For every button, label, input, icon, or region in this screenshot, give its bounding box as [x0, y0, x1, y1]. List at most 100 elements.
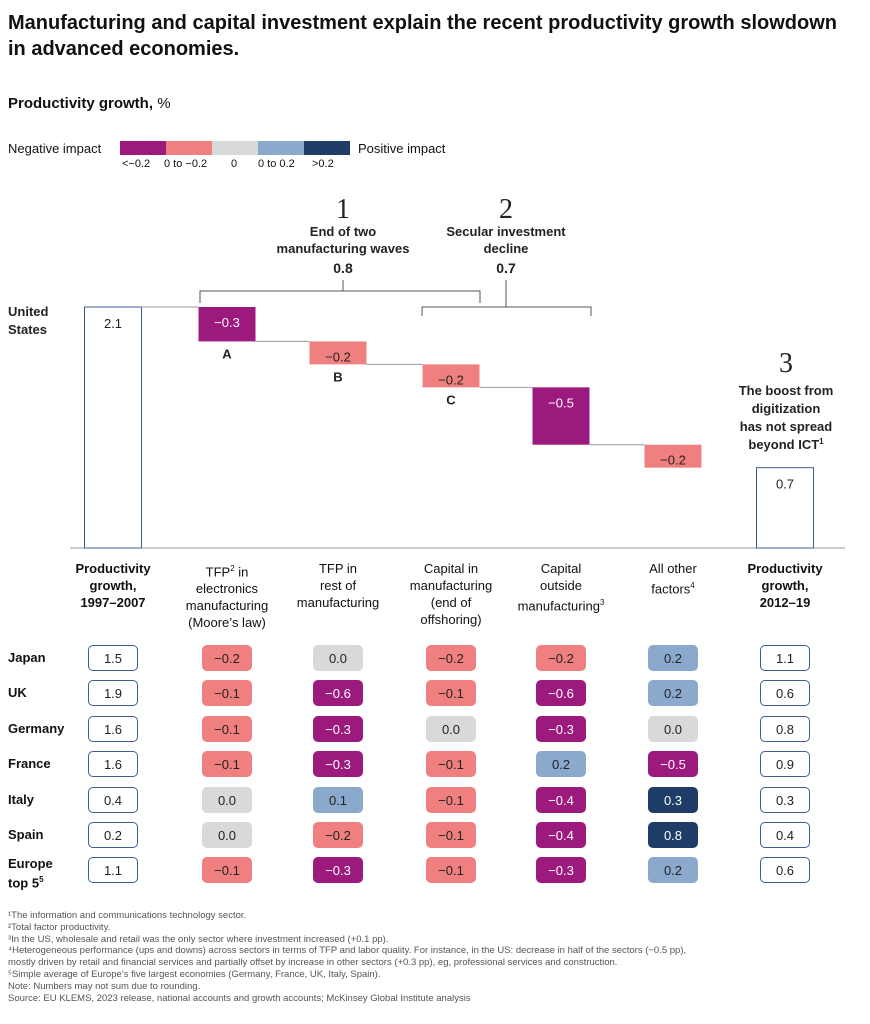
table-cell: 0.2: [648, 857, 698, 883]
column-header: Productivity growth, 1997–2007: [75, 561, 151, 610]
annotation-3-text: has not spread: [740, 419, 833, 434]
bar-value-label: 0.7: [776, 477, 794, 492]
table-cell: 0.3: [648, 787, 698, 813]
bar-value-label: −0.3: [214, 315, 240, 330]
table-cell: 0.1: [313, 787, 363, 813]
footnote: ¹The information and communications tech…: [8, 910, 247, 921]
table-cell: −0.3: [313, 857, 363, 883]
subtitle-label: Productivity growth,: [8, 95, 154, 112]
annotation-3-text: The boost from: [739, 383, 834, 398]
column-header: Capital outside manufacturing3: [517, 561, 605, 614]
table-cell: −0.1: [426, 787, 476, 813]
row-label-united-states: United: [8, 304, 49, 319]
bar-value-label: −0.2: [325, 349, 351, 364]
legend-swatch-label: >0.2: [312, 158, 334, 170]
bar-tag-label: B: [333, 369, 342, 384]
table-row-label: Germany: [8, 721, 65, 736]
bar-value-label: −0.5: [548, 395, 574, 410]
table-cell: 0.0: [202, 787, 252, 813]
chart-subtitle: Productivity growth, %: [8, 95, 171, 112]
table-row-label: UK: [8, 685, 27, 700]
bar-value-label: −0.2: [438, 372, 464, 387]
footnote: mostly driven by retail and financial se…: [8, 957, 618, 969]
table-cell: −0.2: [426, 645, 476, 671]
bar-value-label: 2.1: [104, 316, 122, 331]
footnote: ⁴Heterogeneous performance (ups and down…: [8, 945, 687, 957]
column-header: TFP2 in electronics manufacturing (Moore’s …: [185, 564, 269, 631]
table-cell: −0.3: [536, 716, 586, 742]
legend-swatch: [120, 141, 166, 155]
column-header: Productivity growth, 2012–19: [747, 561, 823, 610]
table-cell: 1.9: [88, 680, 138, 706]
annotation-3-number: 3: [779, 348, 793, 379]
annotation-3-text: digitization: [752, 401, 821, 416]
table-cell: 0.4: [88, 787, 138, 813]
chart-title: Manufacturing and capital investment exp…: [8, 12, 837, 60]
bracket-1: [199, 290, 481, 303]
table-cell: −0.3: [313, 751, 363, 777]
table-cell: 0.6: [760, 680, 810, 706]
row-label-united-states: States: [8, 322, 47, 337]
annotation-2-number: 2: [499, 194, 513, 225]
table-cell: −0.5: [648, 751, 698, 777]
legend-swatch-label: 0: [231, 158, 238, 170]
table-cell: 0.3: [760, 787, 810, 813]
waterfall-chart: United States 2.1 −0.3 A −0.2 B −0.2 C −0.5 −0.2 0.…: [8, 194, 845, 549]
footnote: Source: EU KLEMS, 2023 release, national…: [8, 992, 471, 1004]
table-cell: 0.4: [760, 822, 810, 848]
bar-tag-label: C: [446, 392, 456, 407]
table-row-label: Europe top 55: [8, 856, 53, 891]
table-cell: 0.0: [648, 716, 698, 742]
table-cell: 0.6: [760, 857, 810, 883]
table-cell: 1.1: [760, 645, 810, 671]
legend-swatch-label: 0 to −0.2: [164, 158, 208, 170]
table-cell: −0.1: [426, 857, 476, 883]
table-cell: −0.4: [536, 787, 586, 813]
table-cell: 0.2: [536, 751, 586, 777]
table-cell: −0.6: [536, 680, 586, 706]
legend-positive-label: Positive impact: [358, 141, 446, 156]
footnote: Note: Numbers may not sum due to roundin…: [8, 980, 201, 992]
table-cell: 1.5: [88, 645, 138, 671]
bracket-2: [421, 306, 592, 316]
footnotes: ¹The information and communications tech…: [8, 910, 863, 1004]
annotation-2-value: 0.7: [496, 260, 516, 276]
footnote: ⁵Simple average of Europe’s five largest…: [8, 968, 381, 980]
table-cell: 0.9: [760, 751, 810, 777]
table-cell: 0.0: [313, 645, 363, 671]
footnote: ³In the US, wholesale and retail was the…: [8, 933, 389, 945]
table-cell: −0.6: [313, 680, 363, 706]
table-cell: −0.1: [426, 680, 476, 706]
legend-swatch-label: 0 to 0.2: [258, 158, 295, 170]
table-cell: −0.1: [426, 751, 476, 777]
table-cell: −0.3: [313, 716, 363, 742]
table-cell: −0.1: [202, 716, 252, 742]
table-cell: 1.6: [88, 716, 138, 742]
annotation-2-text: Secular investment: [446, 224, 566, 239]
column-header: Capital in manufacturing (end of offshoring…: [409, 561, 493, 627]
annotation-1-number: 1: [336, 194, 350, 225]
table-cell: −0.1: [202, 680, 252, 706]
table-cell: 0.2: [648, 680, 698, 706]
table-cell: −0.3: [536, 857, 586, 883]
table-cell: 0.8: [760, 716, 810, 742]
table-cell: 0.2: [88, 822, 138, 848]
annotation-1-value: 0.8: [333, 260, 353, 276]
table-cell: −0.1: [426, 822, 476, 848]
legend-swatch: [258, 141, 304, 155]
table-cell: −0.4: [536, 822, 586, 848]
legend-swatch: [304, 141, 350, 155]
table-cell: −0.2: [202, 645, 252, 671]
footnote: ²Total factor productivity.: [8, 921, 111, 933]
bar-tag-label: A: [222, 346, 232, 361]
table-row-label: Italy: [8, 792, 35, 807]
table-cell: 0.2: [648, 645, 698, 671]
legend-negative-label: Negative impact: [8, 141, 102, 156]
bar-delta: [532, 387, 590, 445]
table-cell: −0.1: [202, 857, 252, 883]
table-cell: 1.1: [88, 857, 138, 883]
bar-total: [756, 467, 814, 549]
table-cell: 0.8: [648, 822, 698, 848]
annotation-2-text: decline: [484, 241, 529, 256]
column-header: All other factors4: [649, 561, 697, 597]
